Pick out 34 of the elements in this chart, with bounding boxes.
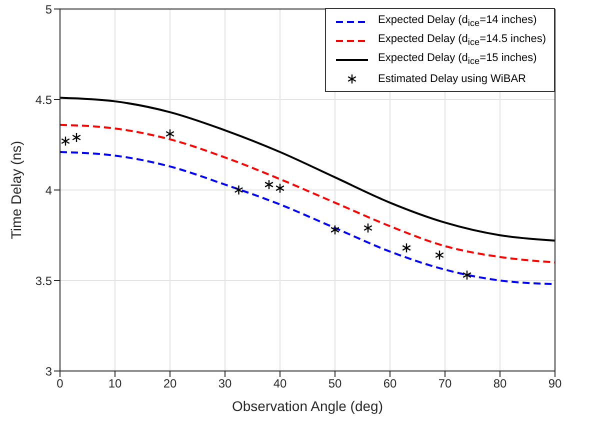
- x-axis-title: Observation Angle (deg): [232, 398, 383, 414]
- y-tick-label: 3: [45, 364, 52, 378]
- point: [276, 183, 284, 194]
- point: [264, 179, 274, 190]
- y-tick-label: 4.5: [35, 92, 52, 107]
- legend-label: Expected Delay (d$_{ice}$=14 inches): [378, 14, 537, 29]
- x-tick-label: 20: [163, 376, 177, 391]
- point: [166, 128, 174, 139]
- point: [402, 242, 411, 254]
- x-tick-label: 40: [273, 376, 287, 391]
- legend-label: Estimated Delay using WiBAR: [378, 72, 526, 84]
- x-tick-label: 90: [548, 376, 562, 391]
- x-tick-label: 50: [328, 376, 342, 391]
- y-tick-label: 3.5: [35, 274, 52, 288]
- line-series: [60, 124, 555, 264]
- point: [364, 222, 372, 234]
- x-tick-label: 70: [438, 376, 452, 391]
- x-tick-label: 30: [218, 376, 232, 391]
- y-tick-label: 4: [45, 183, 52, 198]
- x-tick-label: 60: [383, 376, 397, 391]
- point: [462, 270, 472, 280]
- y-axis-title: Time Delay (ns): [8, 140, 24, 240]
- point: [61, 136, 70, 146]
- point: [435, 250, 444, 260]
- line-series: [60, 96, 555, 242]
- x-tick-label: 10: [108, 376, 122, 391]
- point: [72, 132, 81, 143]
- legend-label: Expected Delay (d$_{ice}$=14.5 inches): [378, 33, 546, 48]
- legend-label: Expected Delay (d$_{ice}$=15 inches): [378, 52, 537, 67]
- y-tick-label: 5: [45, 2, 52, 16]
- point: [234, 184, 244, 196]
- point: [330, 224, 340, 235]
- x-tick-label: 0: [56, 376, 64, 391]
- x-tick-label: 80: [493, 376, 507, 391]
